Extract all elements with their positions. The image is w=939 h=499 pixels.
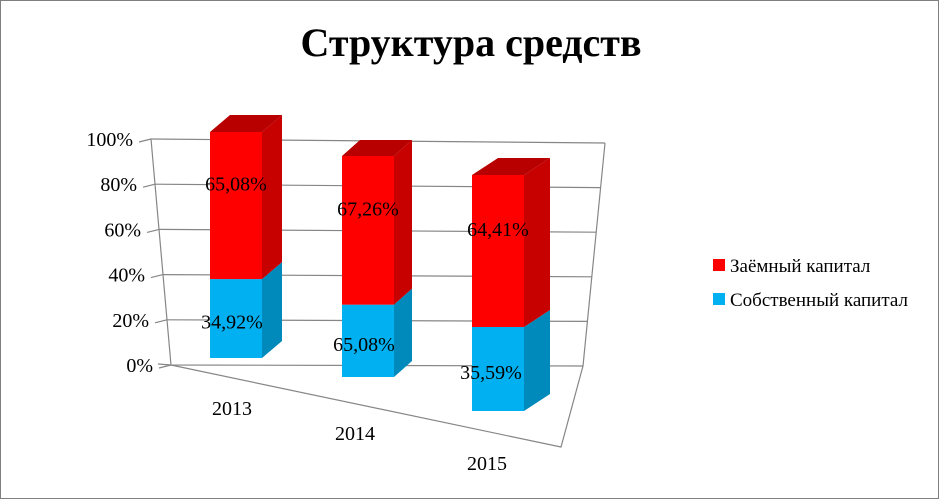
- y-axis-tick: [157, 363, 172, 366]
- data-label: 65,08%: [205, 174, 267, 196]
- bar-top: [210, 115, 282, 132]
- bar-side: [524, 310, 550, 411]
- y-tick-label: 80%: [100, 174, 137, 196]
- y-axis-tick: [138, 138, 152, 143]
- data-label: 65,08%: [333, 334, 395, 356]
- x-tick-label: 2013: [212, 398, 252, 420]
- legend-item-borrowed: Заёмный капитал: [730, 256, 871, 277]
- y-tick-label: 40%: [108, 265, 145, 287]
- y-tick-label: 60%: [104, 219, 141, 241]
- y-axis-tick: [146, 228, 160, 233]
- bar-segment: [472, 175, 524, 328]
- data-label: 64,41%: [467, 219, 529, 241]
- bar-side: [262, 115, 282, 280]
- bars: [210, 115, 550, 411]
- y-tick-label: 100%: [86, 129, 133, 151]
- bar-side: [394, 288, 412, 377]
- bar-side: [394, 140, 412, 305]
- data-label: 34,92%: [201, 312, 263, 334]
- legend-swatch-borrowed: [713, 259, 725, 271]
- data-label: 67,26%: [337, 198, 399, 220]
- legend: Заёмный капитал Собственный капитал: [713, 256, 908, 311]
- y-tick-label: 0%: [126, 355, 153, 377]
- category-axis: 2013 2014 2015: [212, 398, 507, 475]
- bar-top: [342, 140, 412, 156]
- bar-top: [472, 158, 550, 175]
- value-axis: 0% 20% 40% 60% 80% 100%: [86, 129, 153, 377]
- legend-item-equity: Собственный капитал: [730, 290, 908, 311]
- bar-segment: [342, 156, 394, 305]
- bar-side: [524, 158, 550, 327]
- x-tick-label: 2014: [335, 423, 375, 445]
- y-axis-tick: [158, 364, 172, 369]
- chart-title: Структура средств: [300, 20, 641, 65]
- data-label: 35,59%: [460, 362, 522, 384]
- bar-segment: [210, 279, 262, 358]
- data-labels: 34,92% 65,08% 35,59% 65,08% 67,26% 64,41…: [201, 174, 529, 384]
- legend-swatch-equity: [713, 293, 725, 305]
- bar-segment: [210, 132, 262, 280]
- y-axis-tick: [142, 183, 156, 188]
- floor: [170, 364, 584, 448]
- y-axis-tick: [150, 274, 164, 279]
- y-tick-label: 20%: [112, 310, 149, 332]
- bar-side: [262, 262, 282, 358]
- bar-segment: [342, 304, 394, 377]
- bar-segment: [472, 327, 524, 411]
- x-tick-label: 2015: [467, 453, 507, 475]
- y-axis-tick: [154, 319, 168, 324]
